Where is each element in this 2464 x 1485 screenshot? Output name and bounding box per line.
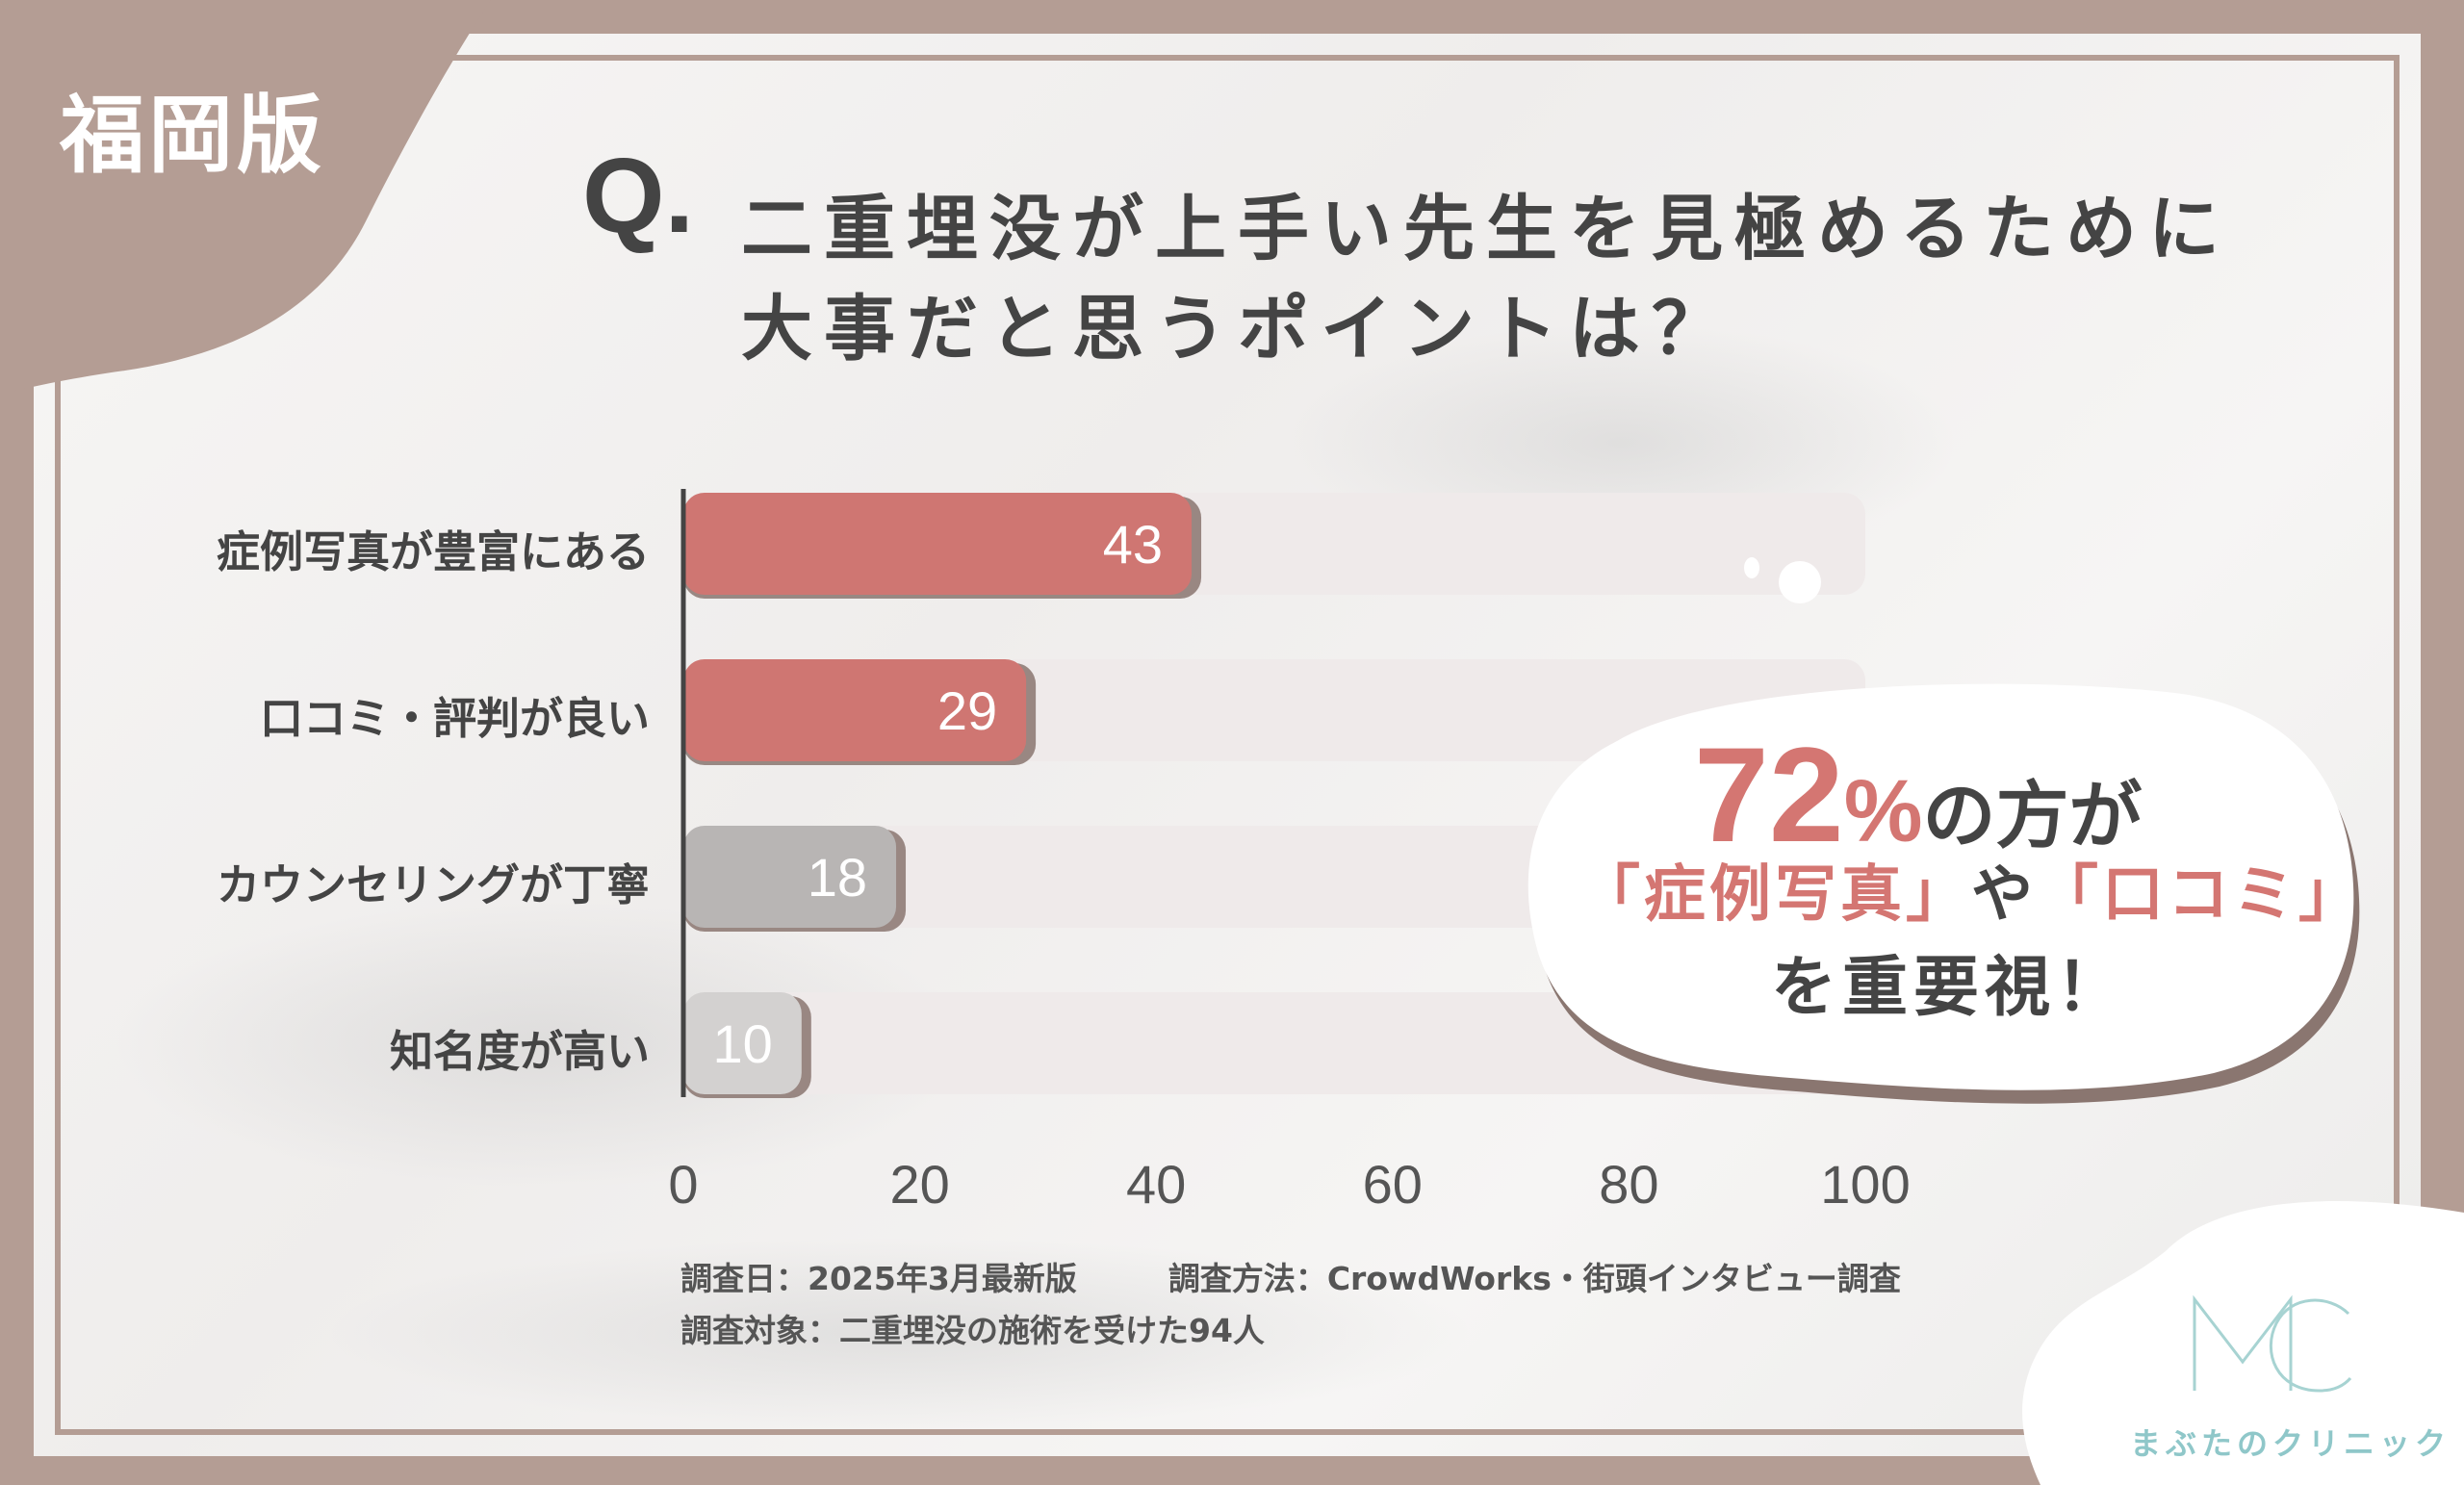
mc-logo-icon bbox=[2193, 1294, 2352, 1393]
callout-connector: や bbox=[1971, 859, 2037, 931]
logo-shape bbox=[2022, 1201, 2464, 1485]
x-tick-label: 20 bbox=[889, 1154, 950, 1215]
region-corner-shape bbox=[0, 0, 491, 395]
callout-quote-1: 「症例写真」 bbox=[1578, 859, 1971, 931]
x-tick-label: 100 bbox=[1820, 1154, 1911, 1215]
x-tick-label: 80 bbox=[1599, 1154, 1659, 1215]
bar-track bbox=[683, 992, 1865, 1094]
question-mark: Q. bbox=[582, 137, 695, 255]
callout-headline-rest: の方が bbox=[1922, 773, 2143, 858]
clinic-name: まぶたのクリニック bbox=[2130, 1425, 2451, 1462]
bar-value-label: 10 bbox=[713, 1013, 773, 1074]
droplet-decoration bbox=[1744, 557, 1759, 578]
callout-line-2: 「症例写真」や「口コミ」 bbox=[1578, 845, 2364, 934]
bar-1 bbox=[683, 493, 1193, 595]
x-tick-label: 40 bbox=[1126, 1154, 1187, 1215]
bar-value-label: 29 bbox=[937, 680, 997, 741]
bar-value-label: 43 bbox=[1103, 514, 1163, 575]
x-tick-label: 0 bbox=[668, 1154, 699, 1215]
category-label: 知名度が高い bbox=[389, 1026, 650, 1077]
survey-method: 調査方法：CrowdWorks・街頭インタビュー調査 bbox=[1168, 1260, 1901, 1297]
callout-line-3: を重要視！ bbox=[1771, 950, 2128, 1026]
callout-headline: 72%の方が bbox=[1694, 717, 2143, 873]
callout-percent-value: 72 bbox=[1694, 719, 1844, 870]
droplet-decoration bbox=[1779, 561, 1821, 603]
inner-frame bbox=[55, 55, 2400, 1435]
survey-target: 調査対象：二重埋没の施術を受けた94人 bbox=[680, 1312, 1265, 1349]
category-label: 症例写真が豊富にある bbox=[216, 526, 650, 577]
bar-3 bbox=[683, 826, 897, 928]
region-tag: 福岡版 bbox=[60, 86, 326, 185]
callout-percent-sign: % bbox=[1843, 762, 1923, 860]
question-line-2: 大事だと思うポイントは？ bbox=[741, 288, 1734, 371]
bar-2 bbox=[683, 659, 1027, 761]
background-shadow bbox=[322, 1237, 1477, 1429]
bar-value-label: 18 bbox=[808, 847, 867, 908]
category-label: 口コミ・評判が良い bbox=[259, 693, 650, 744]
callout-bubble bbox=[1527, 683, 2360, 1104]
x-tick-label: 60 bbox=[1362, 1154, 1423, 1215]
bar-4 bbox=[683, 992, 802, 1094]
survey-note-line-1: 調査日：2025年3月最新版 調査方法：CrowdWorks・街頭インタビュー調査 bbox=[680, 1253, 1901, 1299]
category-label: カウンセリングが丁寧 bbox=[216, 859, 650, 910]
survey-date: 調査日：2025年3月最新版 bbox=[680, 1260, 1077, 1297]
question-line-1: 二重埋没が上手い先生を見極めるために bbox=[741, 188, 2231, 270]
callout-quote-2: 「口コミ」 bbox=[2037, 859, 2364, 931]
